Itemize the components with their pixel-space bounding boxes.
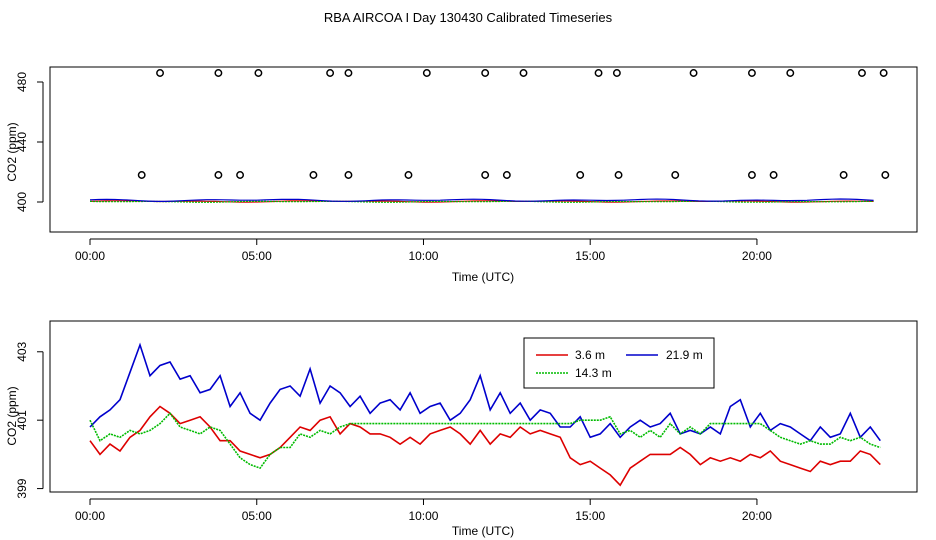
top-outlier-high-point	[344, 69, 353, 77]
top-outlier-mid-point	[839, 171, 848, 179]
top-x-tick-label: 15:00	[575, 249, 605, 263]
top-outlier-high-point	[594, 69, 603, 77]
bottom-panel-timeseries: 00:00 05:00 10:00 15:00 20:00 399 401 403	[15, 320, 918, 523]
top-outlier-mid-point	[404, 171, 413, 179]
top-outlier-high-point	[689, 69, 698, 77]
top-outlier-mid-point	[481, 171, 490, 179]
bottom-x-tick-label: 05:00	[242, 509, 272, 523]
top-outlier-high-point	[422, 69, 431, 77]
bottom-series-line-21-9-m	[89, 342, 881, 442]
top-outlier-mid-point	[344, 171, 353, 179]
top-outlier-high-point	[879, 69, 888, 77]
bottom-y-tick-label: 403	[15, 341, 29, 361]
top-x-tick-label: 05:00	[242, 249, 272, 263]
top-outlier-high-point	[156, 69, 164, 77]
legend: 3.6 m 14.3 m 21.9 m	[523, 337, 715, 389]
top-outlier-mid-point	[769, 171, 778, 179]
top-panel-scatter: 00:00 05:00 10:00 15:00 20:00 400 440 480	[15, 66, 918, 263]
top-x-tick-label: 20:00	[742, 249, 772, 263]
top-outlier-high-point	[612, 69, 621, 77]
legend-label-14-3m: 14.3 m	[575, 366, 612, 380]
bottom-x-axis-label: Time (UTC)	[452, 524, 514, 538]
top-outlier-mid-point	[137, 171, 146, 179]
top-outlier-mid-point	[236, 171, 245, 179]
top-series-line-2	[89, 198, 874, 202]
top-y-axis-label: CO2 (ppm)	[5, 122, 19, 181]
top-outlier-high-point	[481, 69, 490, 77]
top-outlier-mid-point	[747, 171, 756, 179]
legend-label-3-6m: 3.6 m	[575, 348, 605, 362]
bottom-y-tick-label: 401	[15, 410, 29, 430]
top-outlier-high-point	[519, 69, 528, 77]
figure-title: RBA AIRCOA I Day 130430 Calibrated Times…	[324, 10, 613, 25]
top-outlier-high-point	[326, 69, 335, 77]
top-x-axis-label: Time (UTC)	[452, 270, 514, 284]
legend-box	[523, 337, 715, 389]
bottom-x-tick-label: 20:00	[742, 509, 772, 523]
top-x-tick-label: 00:00	[75, 249, 105, 263]
top-x-tick-label: 10:00	[408, 249, 438, 263]
top-y-tick-label: 480	[15, 72, 29, 92]
top-outlier-mid-point	[614, 171, 623, 179]
bottom-y-axis-label: CO2 (ppm)	[5, 386, 19, 445]
top-outlier-mid-point	[881, 171, 890, 179]
bottom-x-tick-label: 00:00	[75, 509, 105, 523]
top-series-line-1	[89, 200, 874, 203]
bottom-x-tick-label: 10:00	[408, 509, 438, 523]
top-outlier-mid-point	[309, 171, 318, 179]
top-outlier-high-point	[858, 69, 866, 77]
top-outlier-mid-point	[576, 171, 585, 179]
top-outlier-mid-point	[671, 171, 680, 179]
top-plot-frame	[49, 66, 918, 233]
bottom-y-tick-label: 399	[15, 478, 29, 498]
bottom-plot-frame	[49, 320, 918, 493]
top-outlier-high-point	[214, 69, 223, 77]
bottom-series-line-14-3-m	[89, 412, 881, 470]
top-outlier-mid-point	[214, 171, 223, 179]
top-outlier-high-point	[747, 69, 756, 77]
top-y-tick-label: 400	[15, 192, 29, 212]
top-outlier-high-point	[254, 69, 263, 77]
legend-label-21-9m: 21.9 m	[666, 348, 703, 362]
top-outlier-mid-point	[502, 171, 511, 179]
top-y-tick-label: 440	[15, 132, 29, 152]
top-outlier-high-point	[786, 69, 795, 77]
bottom-x-tick-label: 15:00	[575, 509, 605, 523]
bottom-series-line-3-6-m	[89, 405, 881, 487]
